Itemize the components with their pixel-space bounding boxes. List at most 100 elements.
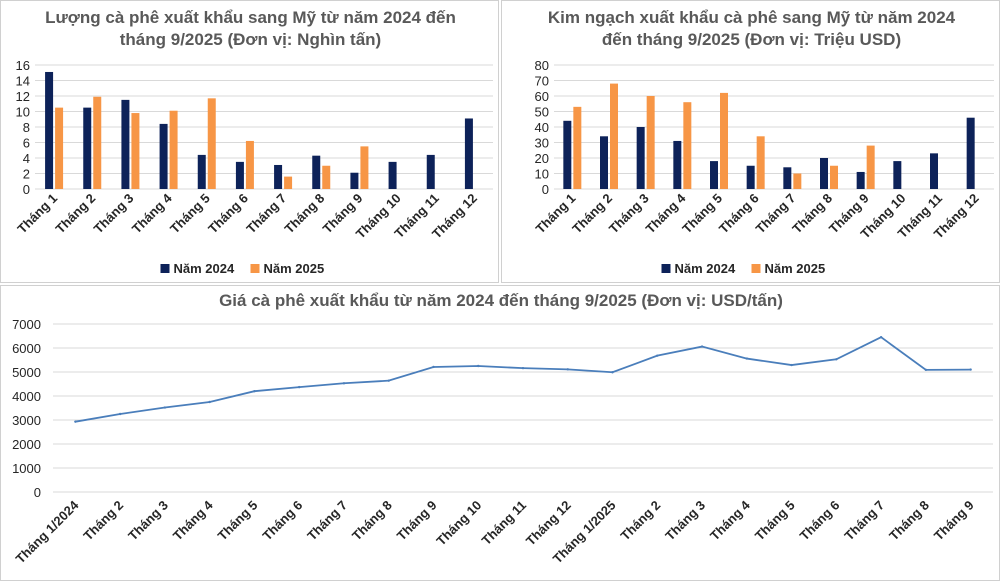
bar-năm-2025: [207, 98, 216, 189]
x-tick-label: Tháng 4: [170, 497, 216, 543]
bar-năm-2025: [793, 173, 802, 189]
chart-title-line: tháng 9/2025 (Đơn vị: Nghìn tấn): [120, 30, 381, 49]
y-tick-label: 6000: [12, 341, 41, 356]
bar-năm-2024: [673, 140, 682, 189]
bar-năm-2025: [866, 145, 875, 189]
bar-năm-2025: [830, 165, 838, 189]
y-tick-label: 10: [16, 105, 30, 120]
x-tick-label: Tháng 3: [662, 498, 708, 544]
price-point: [387, 379, 390, 382]
x-tick-label: Tháng 8: [886, 498, 932, 544]
y-tick-label: 30: [535, 136, 549, 151]
y-tick-label: 70: [535, 74, 549, 89]
x-tick-label: Tháng 2: [80, 498, 126, 544]
y-tick-label: 5000: [12, 365, 41, 380]
price-point: [700, 345, 704, 348]
x-tick-label: Tháng 5: [679, 191, 725, 237]
price-point: [253, 390, 256, 393]
legend-swatch: [250, 264, 260, 273]
x-tick-label: Tháng 3: [91, 191, 137, 237]
chart-title: Giá cà phê xuất khẩu từ năm 2024 đến thá…: [219, 291, 783, 310]
x-tick-label: Tháng 11: [479, 498, 529, 548]
y-tick-label: 0: [542, 182, 549, 197]
bar-năm-2024: [159, 123, 168, 189]
bar-năm-2024: [563, 120, 572, 189]
y-tick-label: 6: [23, 136, 30, 151]
x-tick-label: Tháng 1: [533, 191, 579, 237]
y-tick-label: 1000: [12, 461, 41, 476]
chart-title-line: Lượng cà phê xuất khẩu sang Mỹ từ năm 20…: [45, 8, 456, 27]
price-point: [924, 368, 928, 372]
legend-swatch: [160, 264, 170, 273]
bar-năm-2025: [55, 107, 64, 189]
x-tick-label: Tháng 3: [606, 191, 652, 237]
x-tick-label: Tháng 4: [707, 497, 753, 543]
chart-title-line: đến tháng 9/2025 (Đơn vị: Triệu USD): [602, 30, 901, 49]
bar-năm-2024: [197, 154, 206, 189]
x-tick-label: Tháng 5: [215, 498, 261, 544]
x-tick-label: Tháng 6: [259, 498, 305, 544]
y-tick-label: 50: [535, 105, 549, 120]
y-tick-label: 20: [535, 151, 549, 166]
bar-năm-2024: [783, 167, 792, 189]
price-point: [432, 365, 435, 369]
price-point: [790, 363, 793, 367]
bar-năm-2024: [45, 71, 54, 189]
legend-label: Năm 2025: [765, 261, 826, 276]
bar-năm-2024: [350, 172, 359, 189]
x-tick-label: Tháng 3: [125, 498, 171, 544]
x-tick-label: Tháng 7: [304, 498, 350, 544]
x-tick-label: Tháng 6: [797, 498, 843, 544]
legend-label: Năm 2025: [264, 261, 325, 276]
bar-năm-2024: [464, 118, 473, 189]
y-tick-label: 2000: [12, 437, 41, 452]
y-tick-label: 12: [16, 89, 30, 104]
bar-năm-2024: [710, 161, 718, 189]
x-tick-label: Tháng 10: [433, 498, 484, 549]
price-point: [297, 385, 301, 389]
bar-năm-2024: [235, 161, 244, 189]
price-chart: Giá cà phê xuất khẩu từ năm 2024 đến thá…: [12, 291, 993, 566]
bar-năm-2025: [683, 102, 692, 189]
price-point: [342, 382, 346, 385]
x-tick-label: Tháng 7: [841, 498, 887, 544]
price-point: [566, 368, 569, 371]
y-tick-label: 16: [16, 58, 30, 73]
x-tick-label: Tháng 6: [716, 191, 762, 237]
bar-năm-2025: [322, 165, 331, 189]
x-tick-label: Tháng 2: [53, 191, 99, 237]
bar-năm-2024: [930, 153, 938, 189]
price-point: [74, 420, 77, 423]
x-tick-label: Tháng 9: [931, 498, 977, 544]
bar-năm-2024: [121, 99, 130, 189]
bar-năm-2025: [646, 96, 655, 189]
x-tick-label: Tháng 1: [14, 191, 60, 237]
price-point: [521, 366, 525, 370]
bar-năm-2025: [131, 113, 140, 189]
price-line: [75, 336, 971, 423]
y-tick-label: 0: [23, 182, 30, 197]
y-tick-label: 4000: [12, 389, 41, 404]
x-tick-label: Tháng 8: [349, 498, 395, 544]
bar-năm-2025: [756, 136, 765, 189]
x-tick-label: Tháng 5: [167, 191, 213, 237]
price-point: [163, 406, 167, 409]
y-tick-label: 8: [23, 120, 30, 135]
bar-năm-2025: [169, 110, 178, 189]
legend-label: Năm 2024: [675, 261, 736, 276]
price-point: [477, 364, 480, 368]
bar-năm-2024: [388, 161, 397, 189]
quantity-chart-panel: Lượng cà phê xuất khẩu sang Mỹ từ năm 20…: [0, 0, 499, 283]
price-point: [656, 354, 659, 357]
bar-năm-2024: [83, 107, 92, 189]
bar-năm-2025: [573, 106, 582, 189]
bar-năm-2025: [610, 83, 618, 189]
price-point: [208, 400, 211, 404]
x-tick-label: Tháng 7: [243, 191, 289, 237]
bar-năm-2024: [966, 117, 975, 189]
y-tick-label: 80: [535, 58, 549, 73]
x-tick-label: Tháng 2: [618, 498, 664, 544]
y-tick-label: 14: [16, 74, 30, 89]
bar-năm-2024: [312, 155, 321, 189]
legend-swatch: [751, 264, 761, 273]
